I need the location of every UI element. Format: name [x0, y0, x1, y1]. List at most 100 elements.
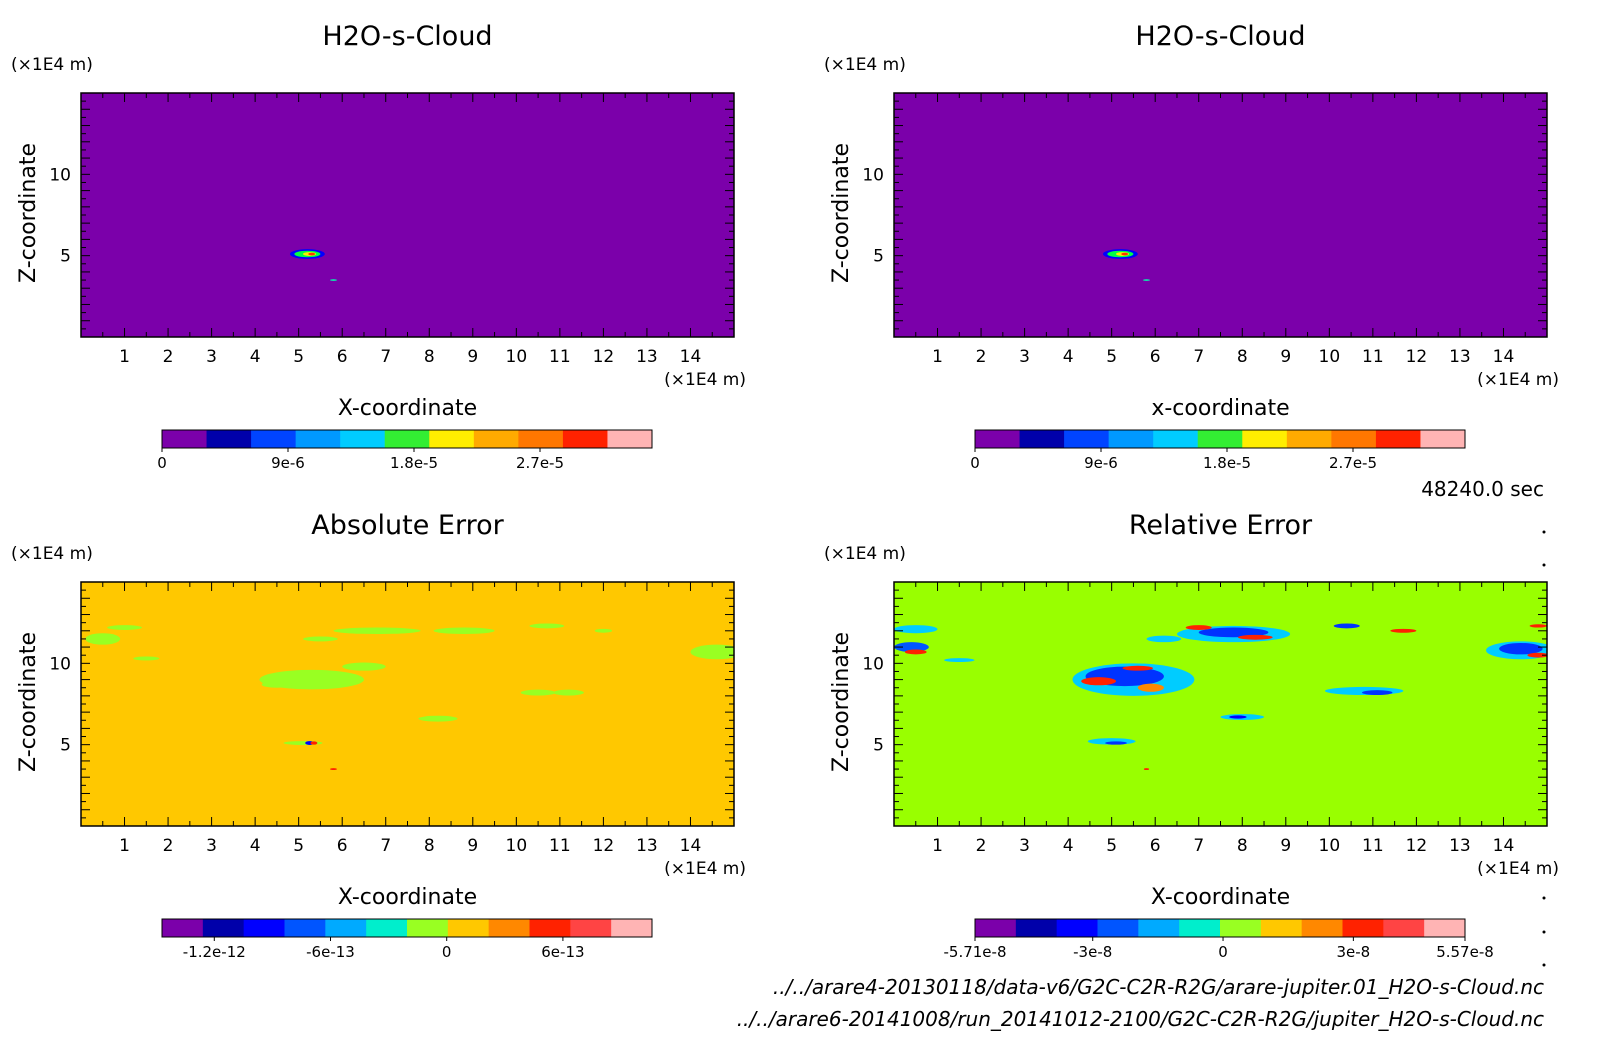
x-tick-label: 2 [976, 347, 987, 367]
y-tick-label: 5 [873, 247, 884, 267]
y-axis-label: Z-coordinate [829, 632, 854, 772]
y-tick-label: 10 [49, 165, 71, 185]
x-tick-label: 1 [932, 347, 943, 367]
colorbar-swatch [1153, 430, 1199, 448]
colorbar-swatch [1179, 919, 1221, 937]
x-tick-label: 3 [1019, 347, 1030, 367]
field-feature-22 [1527, 652, 1547, 658]
plot-background [894, 582, 1547, 826]
field-features [1102, 249, 1150, 281]
chart-title: H2O-s-Cloud [322, 21, 492, 52]
y-axis-label: Z-coordinate [16, 143, 41, 283]
colorbar-tick-label: 0 [442, 943, 452, 961]
field-feature-1 [894, 642, 929, 652]
x-tick-label: 6 [1150, 836, 1161, 856]
plot-background [81, 93, 734, 337]
x-tick-label: 1 [932, 836, 943, 856]
field-feature-8 [1122, 665, 1154, 671]
x-unit-label: (×1E4 m) [664, 859, 746, 879]
file-path-2: ../../arare6-20141008/run_20141012-2100/… [737, 1007, 1544, 1031]
x-tick-label: 12 [1406, 836, 1428, 856]
x-axis-label: X-coordinate [338, 885, 477, 910]
chart-title: H2O-s-Cloud [1135, 21, 1305, 52]
field-feature-17 [310, 741, 318, 745]
x-tick-label: 7 [1193, 836, 1204, 856]
field-features [289, 249, 337, 281]
x-tick-label: 7 [1193, 347, 1204, 367]
colorbar-tick-label: 0 [1218, 943, 1228, 961]
colorbar-swatch [562, 430, 608, 448]
x-tick-label: 3 [206, 836, 217, 856]
field-feature-5 [342, 662, 386, 671]
y-tick-label: 5 [60, 247, 71, 267]
colorbar: 0 9e-6 1.8e-5 2.7e-5 [157, 429, 653, 472]
field-feature-6 [1081, 677, 1117, 686]
field-feature-9 [529, 623, 565, 629]
colorbar-swatch [529, 919, 571, 937]
x-tick-label: 11 [1362, 836, 1384, 856]
y-tick-label: 10 [49, 654, 71, 674]
x-tick-label: 2 [163, 347, 174, 367]
x-tick-label: 5 [1106, 836, 1117, 856]
field-feature-4 [261, 681, 293, 688]
colorbar-swatch [295, 430, 341, 448]
colorbar-tick-label: 6e-13 [541, 943, 584, 961]
dot-markers [1542, 530, 1546, 967]
field-feature-11 [1198, 627, 1269, 638]
colorbar-swatch [570, 919, 612, 937]
field-feature-14 [690, 644, 734, 660]
colorbar-tick-label: 1.8e-5 [1203, 454, 1251, 472]
x-tick-label: 7 [380, 347, 391, 367]
field-feature-13 [1185, 625, 1212, 630]
field-feature-9 [1146, 635, 1182, 643]
colorbar-swatch [1301, 919, 1343, 937]
x-unit-label: (×1E4 m) [664, 370, 746, 390]
x-tick-label: 4 [250, 347, 261, 367]
colorbar-swatch [1260, 919, 1303, 937]
field-feature-4 [1143, 279, 1150, 281]
field-feature-19 [1229, 715, 1247, 719]
field-features [894, 623, 1547, 771]
colorbar-swatch [1420, 430, 1466, 448]
x-tick-label: 12 [1406, 347, 1428, 367]
x-tick-label: 5 [1106, 347, 1117, 367]
colorbar-swatch [611, 919, 653, 937]
field-feature-23 [1529, 624, 1547, 628]
x-tick-label: 2 [163, 836, 174, 856]
x-tick-label: 3 [206, 347, 217, 367]
colorbar-swatch [1064, 430, 1110, 448]
colorbar-tick-label: -5.71e-8 [944, 943, 1007, 961]
colorbar-swatch [975, 430, 1021, 448]
x-tick-label: 8 [424, 347, 435, 367]
plot-background [894, 93, 1547, 337]
x-tick-label: 6 [337, 347, 348, 367]
colorbar-swatch [518, 430, 564, 448]
y-tick-label: 10 [862, 654, 884, 674]
colorbar-swatch [488, 919, 530, 937]
colorbar-swatch [1331, 430, 1377, 448]
colorbar-swatch [1056, 919, 1098, 937]
colorbar-tick-label: -6e-13 [306, 943, 355, 961]
field-feature-12 [1237, 634, 1273, 640]
colorbar-swatch [384, 430, 430, 448]
x-tick-label: 14 [1493, 836, 1515, 856]
x-tick-label: 8 [424, 836, 435, 856]
field-feature-3 [944, 658, 975, 663]
chart-title: Relative Error [1129, 510, 1313, 541]
colorbar-swatch [429, 430, 475, 448]
chart-title: Absolute Error [311, 510, 504, 541]
colorbar-swatch [325, 919, 367, 937]
x-tick-label: 4 [250, 836, 261, 856]
field-feature-4 [330, 279, 337, 281]
colorbar-tick-label: 1.8e-5 [390, 454, 438, 472]
field-features [85, 623, 734, 771]
field-feature-3 [308, 252, 316, 256]
field-feature-10 [594, 628, 613, 633]
colorbar-tick-label: 0 [970, 454, 980, 472]
y-tick-label: 5 [873, 736, 884, 756]
y-axis-label: Z-coordinate [829, 143, 854, 283]
colorbar-tick-label: 9e-6 [271, 454, 305, 472]
axis-ticks [80, 581, 735, 827]
colorbar: 0 9e-6 1.8e-5 2.7e-5 [970, 429, 1466, 472]
x-tick-label: 13 [1449, 347, 1471, 367]
